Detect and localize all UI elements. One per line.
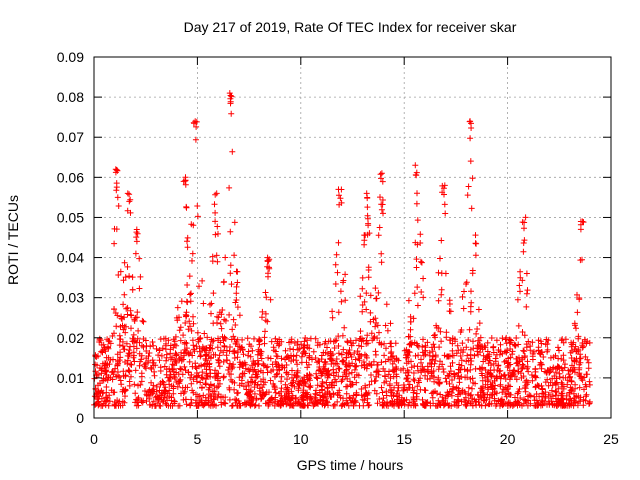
y-tick-label: 0.06 <box>57 169 84 185</box>
x-tick-label: 15 <box>396 431 412 447</box>
y-axis-label: ROTI / TECUs <box>5 195 21 285</box>
chart-title: Day 217 of 2019, Rate Of TEC Index for r… <box>184 19 517 35</box>
plot-frame <box>93 56 612 419</box>
y-tick-label: 0.03 <box>57 290 84 306</box>
x-tick-label: 5 <box>194 431 202 447</box>
x-tick-label: 25 <box>603 431 619 447</box>
x-tick-label: 10 <box>293 431 309 447</box>
x-tick-label: 0 <box>90 431 98 447</box>
y-tick-label: 0.04 <box>57 250 84 266</box>
y-tick-label: 0 <box>76 410 84 426</box>
y-tick-label: 0.02 <box>57 330 84 346</box>
roti-points <box>91 90 593 409</box>
y-tick-label: 0.07 <box>57 129 84 145</box>
y-tick-label: 0.05 <box>57 209 84 225</box>
y-tick-label: 0.08 <box>57 89 84 105</box>
data-points <box>91 90 593 409</box>
x-tick-label: 20 <box>500 431 516 447</box>
y-tick-label: 0.09 <box>57 49 84 65</box>
x-axis-label: GPS time / hours <box>297 457 404 473</box>
axis-ticks: 0 0.01 0.02 0.03 0.04 0.05 0.06 0.07 0.08 0.09 0 5 1… <box>57 49 619 447</box>
y-tick-label: 0.01 <box>57 370 84 386</box>
